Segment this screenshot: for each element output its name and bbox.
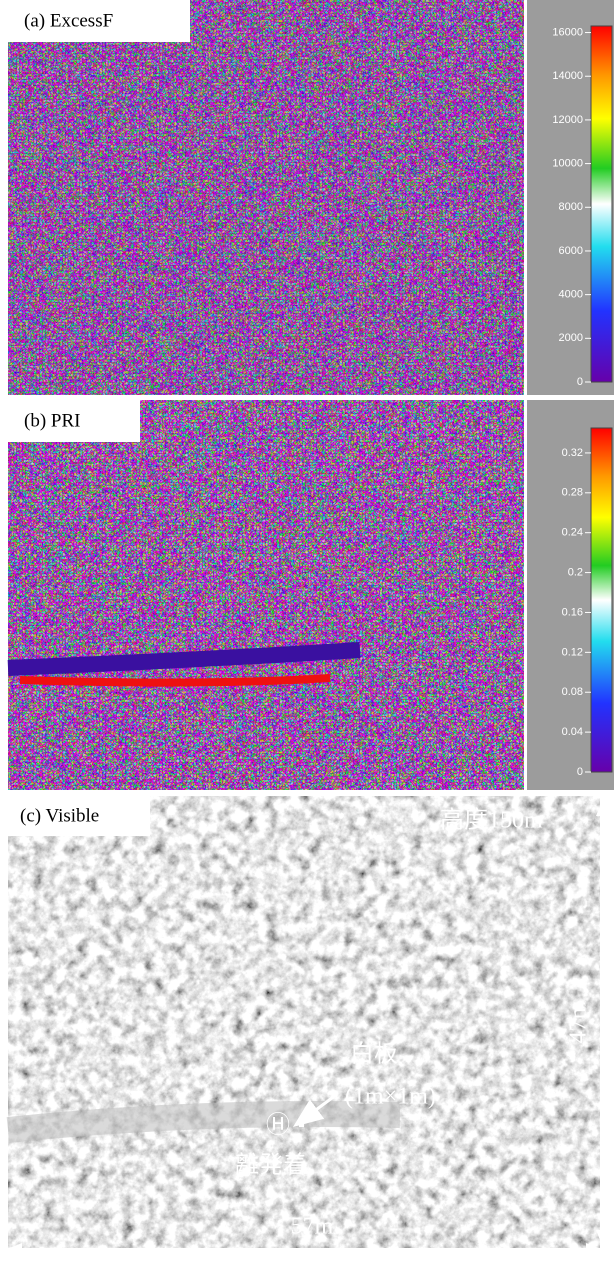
road-edge — [20, 678, 330, 683]
colorbar-tick-label: 14000 — [552, 70, 583, 82]
panel-label: (c) Visible — [20, 805, 99, 826]
panel-label: (a) ExcessF — [24, 10, 113, 31]
colorbar-tick-label: 0.32 — [562, 447, 583, 459]
white-panel — [299, 1122, 304, 1127]
heatmap-image — [8, 400, 524, 790]
colorbar-tick-label: 0.16 — [562, 606, 583, 618]
colorbar-tick-label: 0.2 — [568, 566, 583, 578]
colorbar-tick-label: 0.24 — [562, 527, 583, 539]
photo — [8, 796, 600, 1248]
colorbar-tick-label: 0 — [577, 376, 583, 388]
page: {"panels":[ {"label":"(a) ExcessF","colo… — [0, 0, 614, 1257]
figure: (a) ExcessF (b) PRI (c) Visible 高度150m 4… — [0, 0, 614, 1257]
annotation: 白板 — [350, 1041, 398, 1068]
colorbar-tick-label: 0.04 — [562, 726, 583, 738]
annotation: 47m — [566, 1000, 592, 1043]
colorbar-tick-label: 0.12 — [562, 646, 583, 658]
annotation: (1m×1m) — [345, 1084, 436, 1110]
colorbar-tick-label: 16000 — [552, 26, 583, 38]
annotation: 離発着 — [235, 1152, 307, 1179]
panel-label: (b) PRI — [24, 410, 80, 431]
annotation: Ⓗ — [266, 1112, 290, 1139]
colorbar-tick-label: 10000 — [552, 158, 583, 170]
colorbar — [591, 428, 612, 772]
colorbar-tick-label: 2000 — [559, 332, 583, 344]
annotation: 高度150m — [440, 807, 543, 834]
colorbar-tick-label: 4000 — [559, 289, 583, 301]
annotation: 57m — [291, 1214, 334, 1240]
colorbar-tick-label: 0 — [577, 766, 583, 778]
colorbar-tick-label: 8000 — [559, 201, 583, 213]
colorbar-tick-label: 0.08 — [562, 686, 583, 698]
colorbar-tick-label: 6000 — [559, 245, 583, 257]
colorbar — [591, 26, 612, 382]
heatmap-image — [8, 0, 524, 395]
colorbar-tick-label: 0.28 — [562, 487, 583, 499]
colorbar-tick-label: 12000 — [552, 114, 583, 126]
